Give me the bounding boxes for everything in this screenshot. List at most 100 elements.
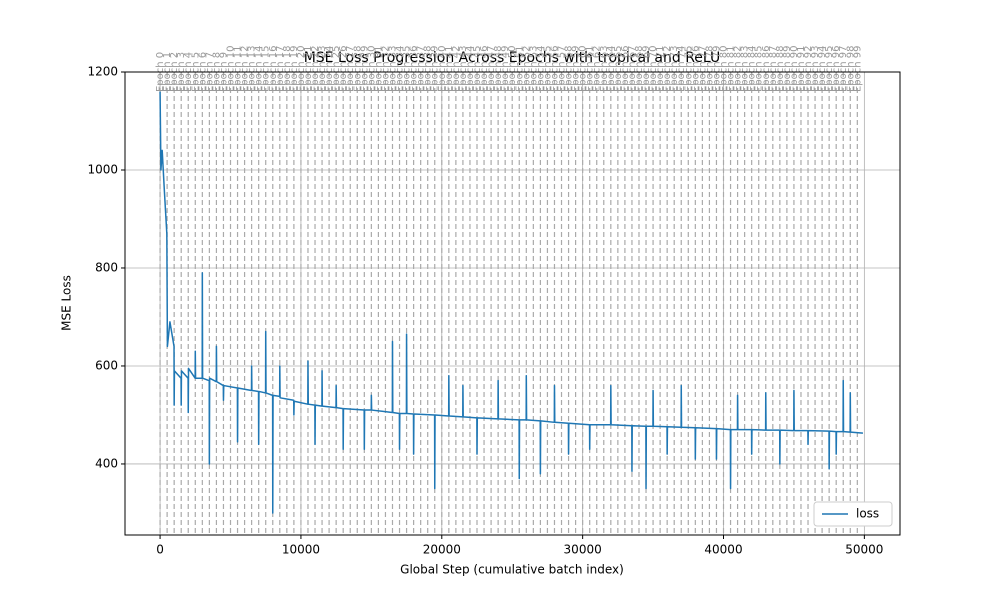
epoch-label: Epoch 78 [704,45,715,92]
epoch-label: Epoch 54 [535,45,546,92]
y-tick-label: 1200 [87,65,118,79]
epoch-label: Epoch 19 [289,45,300,92]
epoch-label: Epoch 81 [726,45,737,92]
epoch-label: Epoch 72 [662,45,673,92]
epoch-label: Epoch 52 [521,45,532,92]
legend-label: loss [856,507,879,521]
epoch-label: Epoch 34 [395,45,406,92]
epoch-label: Epoch 79 [711,45,722,92]
epoch-label: Epoch 23 [317,45,328,92]
epoch-label: Epoch 24 [324,45,335,92]
epoch-label: Epoch 51 [514,45,525,92]
epoch-label: Epoch 36 [409,45,420,92]
epoch-label: Epoch 18 [282,45,293,92]
plot-frame [124,71,901,536]
epoch-label: Epoch 49 [500,45,511,92]
epoch-label: Epoch 69 [641,45,652,92]
epoch-label: Epoch 86 [761,45,772,92]
epoch-label: Epoch 28 [352,45,363,92]
epoch-label: Epoch 74 [676,45,687,92]
epoch-label: Epoch 27 [345,45,356,92]
epoch-label: Epoch 12 [240,45,251,92]
y-tick-label: 600 [95,358,118,372]
epoch-label: Epoch 76 [690,45,701,92]
epoch-label: Epoch 17 [275,45,286,92]
epoch-label: Epoch 59 [571,45,582,92]
epoch-label: Epoch 26 [338,45,349,92]
epoch-label: Epoch 30 [366,45,377,92]
epoch-label: Epoch 67 [627,45,638,92]
epoch-label: Epoch 77 [697,45,708,92]
epoch-label: Epoch 56 [549,45,560,92]
epoch-label: Epoch 66 [620,45,631,92]
epoch-label: Epoch 68 [634,45,645,92]
epoch-label: Epoch 87 [768,45,779,92]
epoch-label: Epoch 91 [796,45,807,92]
epoch-label: Epoch 42 [451,45,462,92]
epoch-label: Epoch 88 [775,45,786,92]
chart-title: MSE Loss Progression Across Epochs with … [304,50,721,66]
x-tick-label: 0 [156,543,164,557]
x-tick-label: 10000 [282,543,320,557]
epoch-label: Epoch 61 [585,45,596,92]
epoch-label: Epoch 93 [810,45,821,92]
epoch-label: Epoch 15 [261,45,272,92]
epoch-label: Epoch 65 [613,45,624,92]
epoch-label: Epoch 22 [310,45,321,92]
epoch-label: Epoch 89 [782,45,793,92]
epoch-label: Epoch 47 [486,45,497,92]
epoch-label: Epoch 71 [655,45,666,92]
epoch-label: Epoch 95 [824,45,835,92]
x-tick-label: 20000 [423,543,461,557]
epoch-label: Epoch 40 [437,45,448,92]
epoch-label: Epoch 62 [592,45,603,92]
epoch-label: Epoch 43 [458,45,469,92]
epoch-label: Epoch 98 [845,45,856,92]
y-tick-label: 800 [95,260,118,274]
epoch-label: Epoch 38 [423,45,434,92]
epoch-label: Epoch 58 [564,45,575,92]
epoch-label: Epoch 13 [247,45,258,92]
epoch-label: Epoch 31 [373,45,384,92]
y-tick-label: 1000 [87,162,118,176]
epoch-label: Epoch 33 [387,45,398,92]
epoch-label: Epoch 92 [803,45,814,92]
legend-box [813,501,893,527]
epoch-label: Epoch 80 [719,45,730,92]
epoch-label: Epoch 16 [268,45,279,92]
x-axis-label: Global Step (cumulative batch index) [400,563,624,577]
epoch-label: Epoch 14 [254,45,265,92]
epoch-label: Epoch 20 [296,45,307,92]
epoch-label: Epoch 37 [416,45,427,92]
epoch-label: Epoch 57 [557,45,568,92]
epoch-label: Epoch 21 [303,45,314,92]
epoch-label: Epoch 90 [789,45,800,92]
epoch-label: Epoch 46 [479,45,490,92]
epoch-label: Epoch 75 [683,45,694,92]
x-tick-label: 50000 [845,543,883,557]
loss-line [159,91,864,514]
epoch-label: Epoch 25 [331,45,342,92]
epoch-label: Epoch 39 [430,45,441,92]
epoch-label: Epoch 84 [747,45,758,92]
epoch-label: Epoch 45 [472,45,483,92]
epoch-label: Epoch 41 [444,45,455,92]
epoch-label: Epoch 96 [831,45,842,92]
epoch-label: Epoch 83 [740,45,751,92]
epoch-label: Epoch 97 [838,45,849,92]
x-tick-label: 40000 [704,543,742,557]
epoch-label: Epoch 44 [465,45,476,92]
epoch-label: Epoch 73 [669,45,680,92]
epoch-label: Epoch 82 [733,45,744,92]
epoch-label: Epoch 48 [493,45,504,92]
epoch-label: Epoch 32 [380,45,391,92]
y-axis-label: MSE Loss [60,275,74,331]
epoch-label: Epoch 53 [528,45,539,92]
epoch-label: Epoch 85 [754,45,765,92]
epoch-label: Epoch 60 [578,45,589,92]
epoch-label: Epoch 11 [233,45,244,92]
epoch-label: Epoch 35 [402,45,413,92]
epoch-label: Epoch 70 [648,45,659,92]
epoch-label: Epoch 10 [226,45,237,92]
